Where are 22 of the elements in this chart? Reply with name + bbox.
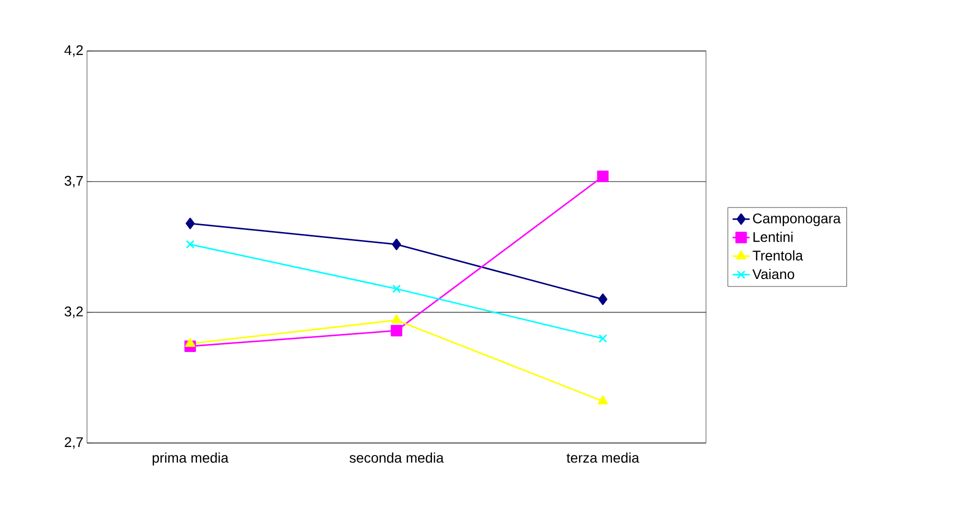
legend-label: Vaiano (752, 268, 794, 280)
point (185, 338, 196, 347)
x-tick-label: prima media (152, 452, 229, 466)
legend-label: Camponogara (753, 213, 841, 226)
legend-label: Trentola (752, 250, 804, 261)
point (597, 170, 609, 182)
y-tick-label: 3,2 (64, 306, 83, 318)
y-tick-label: 4,2 (64, 45, 83, 57)
y-tick-label: 3,7 (64, 176, 83, 188)
point (392, 238, 402, 250)
x-tick-label: seconda media (350, 452, 444, 463)
point (392, 284, 401, 294)
point (186, 218, 195, 230)
point (598, 395, 608, 404)
point (186, 240, 194, 249)
point (391, 314, 402, 324)
point (598, 334, 608, 343)
point (390, 324, 402, 336)
point (598, 294, 608, 305)
x-tick-label: terza media (566, 452, 640, 463)
legend-label: Lentini (754, 232, 793, 242)
y-tick-label: 2,7 (64, 437, 83, 449)
